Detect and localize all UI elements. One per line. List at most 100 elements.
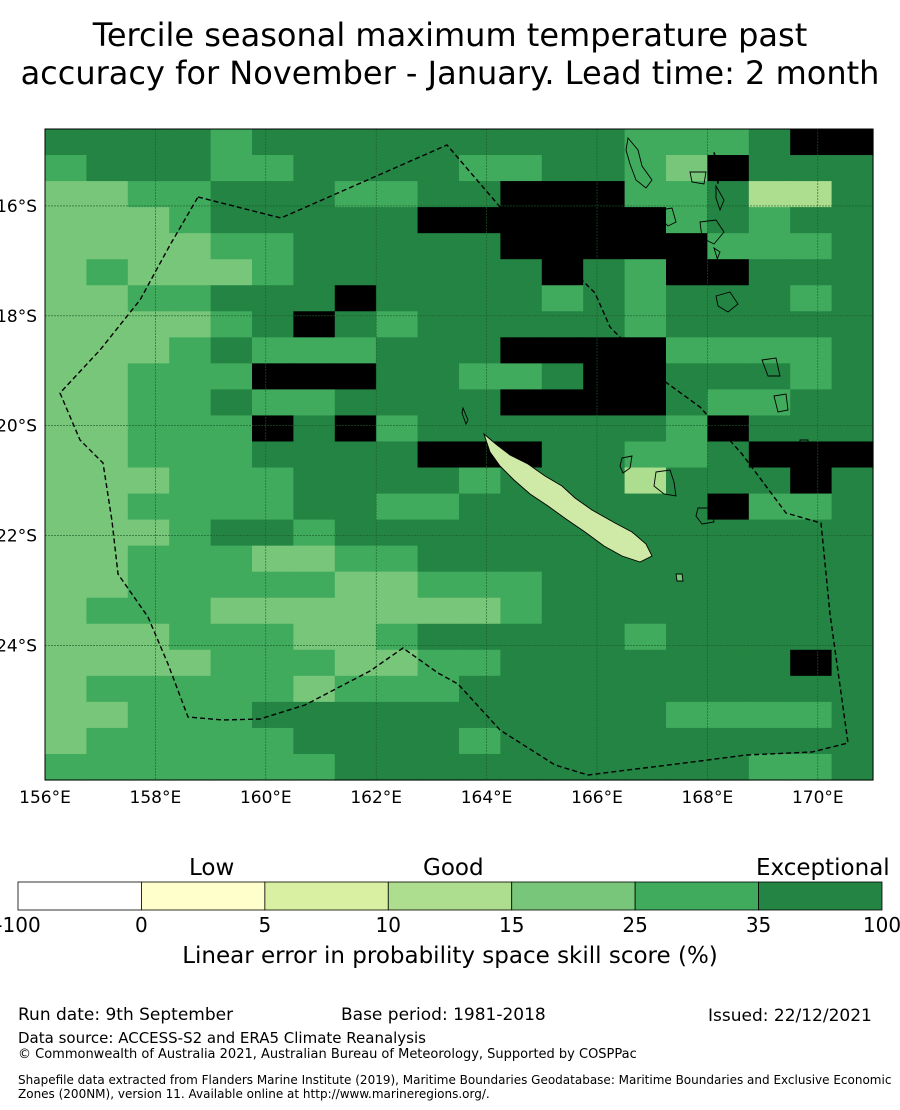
efate-island bbox=[689, 171, 707, 185]
grid-cell bbox=[583, 363, 626, 390]
grid-cell bbox=[293, 441, 336, 469]
grid-cell bbox=[376, 727, 419, 755]
grid-cell bbox=[459, 285, 501, 312]
grid-cell bbox=[169, 597, 212, 625]
grid-cell bbox=[583, 467, 626, 495]
grid-cell bbox=[252, 727, 294, 755]
grid-cell bbox=[748, 415, 791, 443]
grid-cell bbox=[376, 597, 419, 625]
grid-cell bbox=[417, 181, 460, 208]
grid-cell bbox=[459, 545, 501, 573]
grid-cell bbox=[500, 415, 543, 443]
grid-cell bbox=[127, 129, 170, 156]
grid-cell bbox=[169, 259, 212, 286]
grid-cell bbox=[169, 649, 212, 677]
grid-cell bbox=[541, 649, 584, 677]
grid-cell bbox=[459, 753, 501, 781]
grid-cell bbox=[86, 623, 129, 651]
grid-cell bbox=[790, 363, 833, 390]
grid-cell bbox=[252, 493, 294, 521]
colorbar-swatch bbox=[634, 881, 759, 911]
grid-cell bbox=[541, 389, 584, 417]
grid-cell bbox=[790, 701, 833, 729]
grid-cell bbox=[500, 259, 543, 286]
grid-cell bbox=[624, 675, 667, 703]
grid-cell bbox=[624, 493, 667, 521]
grid-cell bbox=[334, 233, 377, 260]
grid-cell bbox=[210, 467, 253, 495]
colorbar-tick-label: 100 bbox=[862, 913, 900, 937]
colorbar-swatch bbox=[758, 881, 883, 911]
maewo-island bbox=[713, 151, 721, 185]
grid-cell bbox=[624, 649, 667, 677]
grid-cell bbox=[831, 467, 874, 495]
grid-cell bbox=[169, 337, 212, 364]
grid-cell bbox=[169, 181, 212, 208]
grid-cell bbox=[334, 155, 377, 182]
grid-cell bbox=[127, 675, 170, 703]
grid-cell bbox=[707, 467, 750, 495]
grid-cell bbox=[666, 181, 708, 208]
pentecost-island bbox=[715, 184, 725, 212]
grid-cell bbox=[459, 675, 501, 703]
grid-cell bbox=[624, 597, 667, 625]
grid-cell bbox=[210, 753, 253, 781]
grid-cell bbox=[334, 467, 377, 495]
grid-cell bbox=[376, 337, 419, 364]
grid-cell bbox=[169, 129, 212, 156]
grid-cell bbox=[748, 727, 791, 755]
grid-cell bbox=[831, 389, 874, 417]
run-date: Run date: 9th September bbox=[18, 1005, 234, 1025]
grid-cell bbox=[210, 129, 253, 156]
grid-cell bbox=[624, 233, 667, 260]
grid-cell bbox=[583, 571, 626, 599]
grid-cell bbox=[376, 259, 419, 286]
grid-cell bbox=[334, 181, 377, 208]
grid-cell bbox=[666, 467, 708, 495]
grid-cell bbox=[583, 311, 626, 338]
grid-cell bbox=[748, 623, 791, 651]
grid-cell bbox=[293, 233, 336, 260]
grid-cell bbox=[169, 727, 212, 755]
grid-cell bbox=[831, 623, 874, 651]
grid-cell bbox=[86, 363, 129, 390]
grid-cell bbox=[45, 441, 87, 469]
grid-cell bbox=[707, 727, 750, 755]
grid-cell bbox=[169, 311, 212, 338]
grid-cell bbox=[831, 519, 874, 547]
grid-cell bbox=[748, 675, 791, 703]
grid-cell bbox=[790, 207, 833, 234]
graticule bbox=[44, 129, 873, 780]
legend-category-low: Low bbox=[189, 855, 235, 881]
grid-cell bbox=[583, 155, 626, 182]
grid-cell bbox=[583, 441, 626, 469]
grid-cell bbox=[417, 441, 460, 469]
grid-cell bbox=[459, 389, 501, 417]
grid-cell bbox=[293, 649, 336, 677]
isle-of-pines bbox=[675, 573, 684, 582]
grid-cell bbox=[583, 597, 626, 625]
grid-cell bbox=[252, 233, 294, 260]
grid-cell bbox=[252, 181, 294, 208]
grid-cell bbox=[417, 233, 460, 260]
grid-cell bbox=[252, 311, 294, 338]
grid-cell bbox=[541, 155, 584, 182]
grid-cell bbox=[45, 155, 87, 182]
grid-cell bbox=[541, 233, 584, 260]
grid-cell bbox=[417, 155, 460, 182]
grid-cell bbox=[666, 311, 708, 338]
grid-cell bbox=[127, 389, 170, 417]
grid-cell bbox=[459, 207, 501, 234]
grid-cell bbox=[334, 389, 377, 417]
grid-cell bbox=[417, 389, 460, 417]
grid-cell bbox=[417, 467, 460, 495]
shepherd-islands bbox=[713, 246, 731, 277]
grid-cell bbox=[500, 701, 543, 729]
grid-cell bbox=[86, 311, 129, 338]
grid-cell bbox=[459, 415, 501, 443]
grid-cell bbox=[86, 285, 129, 312]
grid-cell bbox=[376, 753, 419, 781]
grid-cell bbox=[127, 571, 170, 599]
longitude-tick-label: 170°E bbox=[792, 788, 844, 808]
grid-cell bbox=[500, 181, 543, 208]
